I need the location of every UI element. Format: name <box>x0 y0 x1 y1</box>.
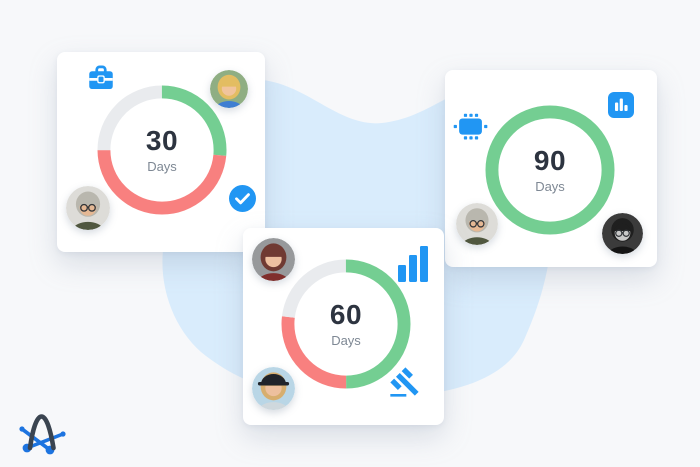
avatar-man-bw <box>602 213 643 254</box>
card-60-days[interactable]: 60 Days <box>243 228 444 425</box>
avatar-blonde-woman <box>210 70 248 108</box>
card-30-days[interactable]: 30 Days <box>57 52 265 252</box>
days-label: Days <box>331 332 361 348</box>
avatar-gray-haired-man <box>456 203 498 245</box>
avatar-redhead-woman <box>252 238 295 281</box>
check-circle-icon <box>229 185 256 212</box>
avatar-gray-haired-man <box>66 186 110 230</box>
gavel-icon <box>389 366 421 398</box>
days-count: 30 <box>145 124 179 156</box>
donut-chart-30-days: 30 Days <box>97 85 227 215</box>
days-count: 60 <box>329 298 363 330</box>
card-90-days[interactable]: 90 Days <box>445 70 657 267</box>
days-label: Days <box>535 178 565 194</box>
cpu-chip-icon <box>452 111 490 143</box>
bar-chart-square-icon <box>608 92 634 118</box>
briefcase-icon <box>85 63 117 93</box>
brand-logo <box>17 407 67 457</box>
bar-chart-icon <box>398 246 428 282</box>
avatar-woman-with-hat <box>252 367 295 410</box>
donut-chart-90-days: 90 Days <box>485 105 615 235</box>
days-count: 90 <box>533 144 567 176</box>
donut-chart-60-days: 60 Days <box>281 259 411 389</box>
days-label: Days <box>147 158 177 174</box>
